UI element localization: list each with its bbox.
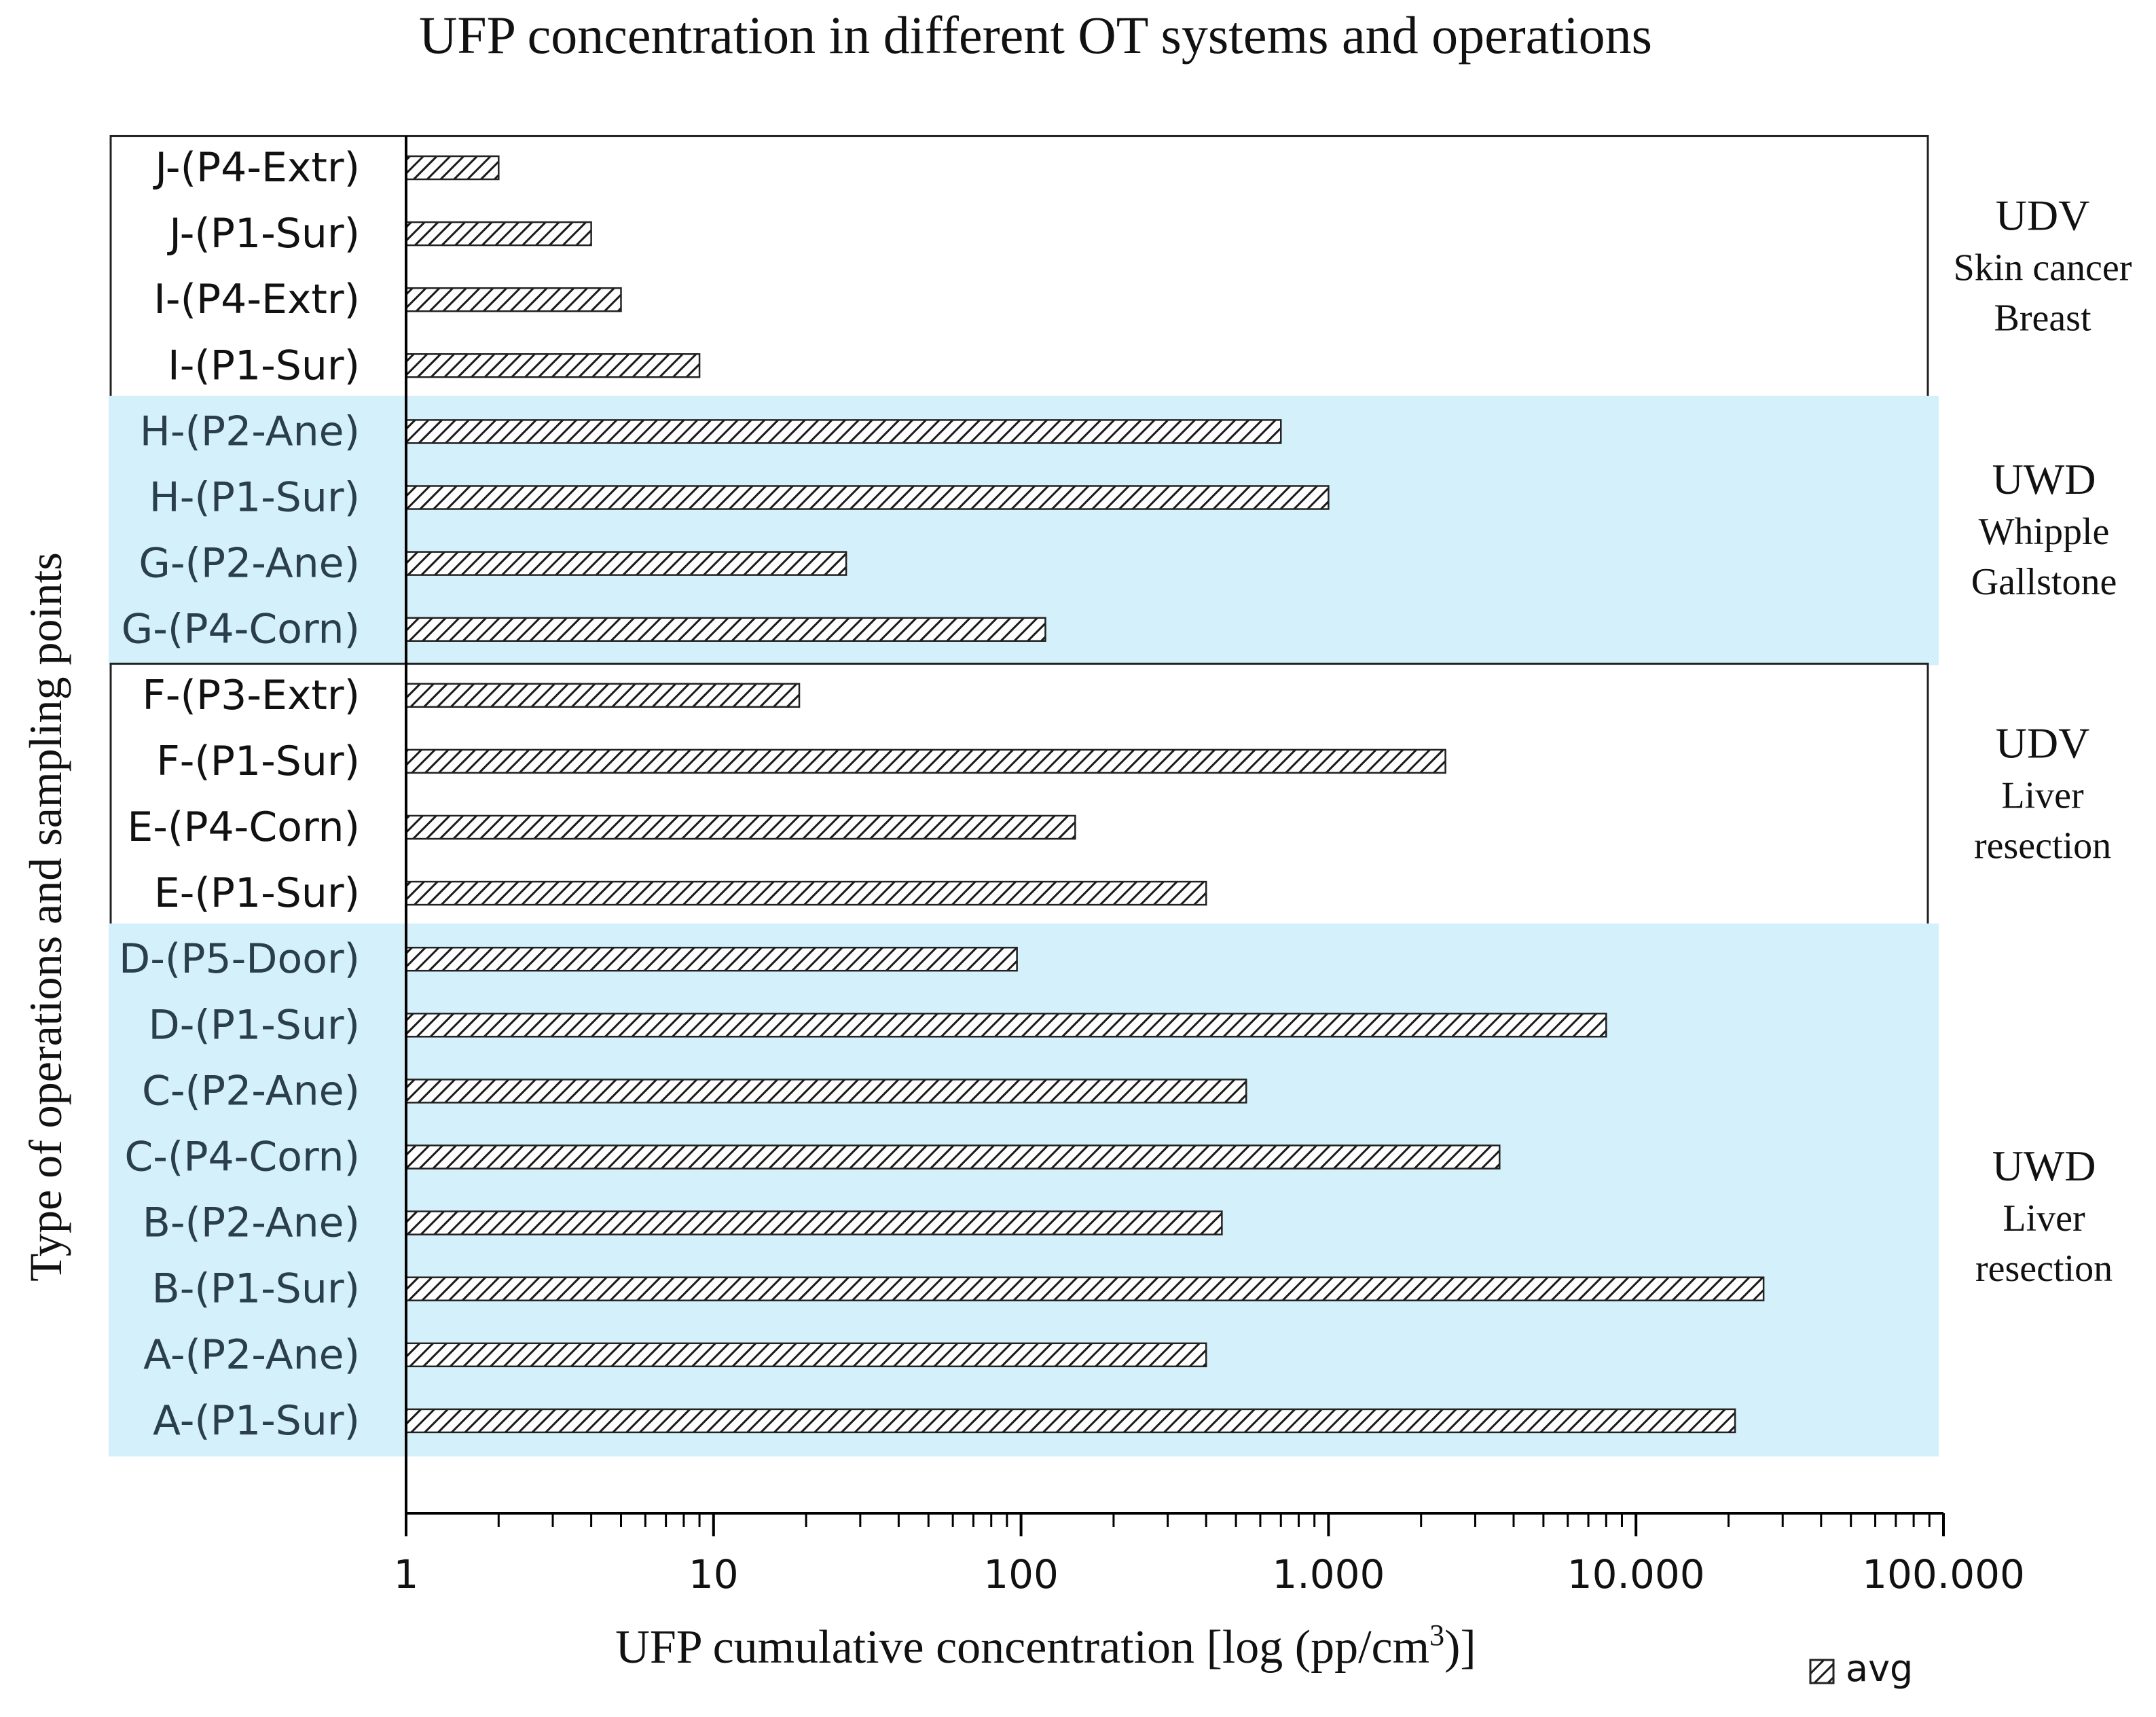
x-axis-title-text: UFP cumulative concentration [log (pp/cm [615,1621,1429,1674]
bar-12 [405,946,1018,972]
group-label-0-2: Breast [1994,297,2091,340]
category-label-17: B-(P1-Sur) [152,1265,360,1313]
bar-7 [405,617,1046,642]
category-label-19: A-(P1-Sur) [153,1397,360,1445]
category-label-0: J-(P4-Extr) [152,144,360,192]
category-label-1: J-(P1-Sur) [166,210,360,257]
bar-4 [405,419,1282,444]
bar-13 [405,1013,1607,1038]
group-label-2-1: Liver [2001,774,2084,816]
bar-11 [405,880,1207,906]
legend: avg [1809,1647,1913,1690]
bar-8 [405,683,801,708]
bar-14 [405,1079,1247,1104]
x-tick-label-2: 100 [983,1551,1059,1597]
group-outline-0 [109,134,1929,399]
group-label-3-0: UWD [1992,1142,2096,1190]
group-label-0-1: Skin cancer [1954,247,2132,289]
category-label-10: E-(P4-Corn) [127,803,360,851]
legend-label: avg [1846,1647,1913,1690]
category-label-7: G-(P4-Corn) [122,606,360,653]
x-tick-label-3: 1.000 [1272,1551,1385,1597]
group-label-2-0: UDV [1996,719,2090,767]
category-label-11: E-(P1-Sur) [154,869,360,917]
group-label-1-1: Whipple [1979,511,2110,553]
bar-5 [405,485,1330,510]
category-label-3: I-(P1-Sur) [168,342,360,389]
bar-2 [405,287,622,312]
chart-title: UFP concentration in different OT system… [419,5,1652,65]
bar-15 [405,1144,1501,1170]
group-label-1-0: UWD [1992,455,2096,503]
group-label-0-0: UDV [1996,192,2090,240]
bar-18 [405,1342,1207,1368]
group-shade-3 [109,923,1939,1457]
category-label-6: G-(P2-Ane) [139,540,360,588]
category-label-4: H-(P2-Ane) [140,408,360,455]
bar-6 [405,551,847,576]
x-tick-label-0: 1 [394,1551,419,1597]
group-label-1-2: Gallstone [1971,561,2117,603]
bar-3 [405,353,701,378]
group-label-2-2: resection [1974,825,2111,867]
bar-10 [405,814,1076,840]
group-label-3-2: resection [1975,1248,2113,1290]
bar-0 [405,155,500,181]
bar-19 [405,1408,1736,1434]
legend-swatch [1809,1659,1835,1684]
x-tick-label-1: 10 [689,1551,739,1597]
category-label-5: H-(P1-Sur) [149,474,360,522]
category-label-15: C-(P4-Corn) [124,1134,360,1181]
x-tick-label-5: 100.000 [1862,1551,2025,1597]
x-axis-title: UFP cumulative concentration [log (pp/cm… [615,1619,1476,1674]
group-label-3-1: Liver [2003,1197,2085,1240]
category-label-13: D-(P1-Sur) [149,1001,360,1049]
x-tick-label-4: 10.000 [1567,1551,1705,1597]
x-axis-title-tail: )] [1444,1621,1476,1674]
category-label-2: I-(P4-Extr) [153,276,360,323]
y-axis-title: Type of operations and sampling points [20,552,71,1282]
bar-9 [405,748,1446,774]
bar-17 [405,1276,1765,1301]
category-label-8: F-(P3-Extr) [142,672,360,719]
category-label-14: C-(P2-Ane) [142,1067,360,1115]
category-label-12: D-(P5-Door) [119,935,360,983]
category-label-16: B-(P2-Ane) [143,1199,360,1247]
category-label-18: A-(P2-Ane) [143,1331,360,1379]
x-axis-title-sup: 3 [1429,1619,1444,1652]
category-label-9: F-(P1-Sur) [156,738,360,785]
bar-16 [405,1210,1223,1235]
bar-1 [405,221,592,247]
